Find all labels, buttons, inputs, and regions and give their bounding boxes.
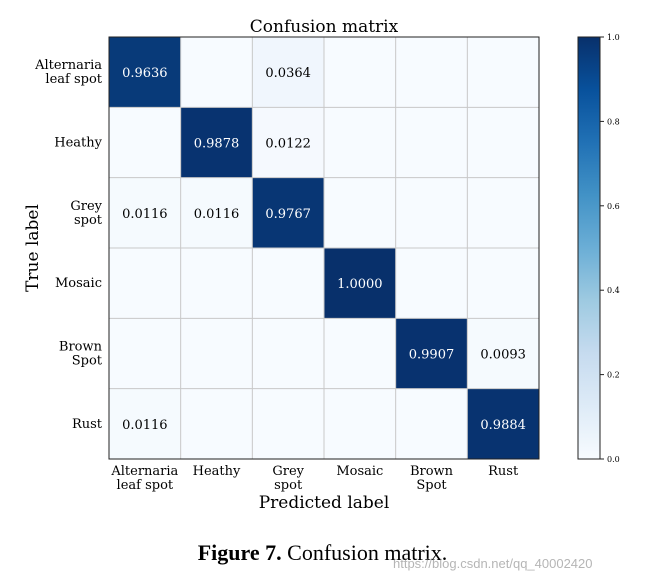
y-tick-label: Rust <box>72 417 103 432</box>
heatmap-cell <box>109 37 181 108</box>
heatmap-cell <box>109 107 181 178</box>
heatmap-cell <box>252 388 324 459</box>
watermark: https://blog.csdn.net/qq_40002420 <box>393 556 593 571</box>
heatmap-cells <box>109 37 539 459</box>
x-axis-label: Predicted label <box>259 493 390 513</box>
figure-caption: Figure 7. Confusion matrix. <box>0 540 645 566</box>
caption-text: Confusion matrix. <box>281 540 448 565</box>
colorbar-tick-label: 1.0 <box>607 33 620 42</box>
y-tick-label: spot <box>74 213 103 228</box>
heatmap-cell <box>324 37 396 108</box>
heatmap-cell <box>252 318 324 389</box>
cell-value-label: 0.0116 <box>122 418 168 433</box>
heatmap-cell <box>467 37 539 108</box>
heatmap-cell <box>467 318 539 389</box>
cell-value-label: 1.0000 <box>337 277 383 292</box>
x-tick-label: Brown <box>410 464 454 479</box>
colorbar-tick-label: 0.6 <box>607 202 620 211</box>
heatmap-cell <box>180 107 253 178</box>
heatmap-cell <box>395 177 468 248</box>
cell-value-label: 0.0364 <box>265 66 311 81</box>
colorbar <box>577 36 601 460</box>
heatmap-cell <box>395 37 468 108</box>
caption-label: Figure 7. <box>197 540 282 565</box>
heatmap-cell <box>395 318 468 389</box>
x-tick-label: spot <box>274 478 303 493</box>
chart-title: Confusion matrix <box>250 17 399 37</box>
x-tick-label: Mosaic <box>336 464 383 479</box>
heatmap-cell <box>324 388 396 459</box>
y-tick-label: Brown <box>59 340 103 355</box>
y-axis-label: True label <box>23 204 43 292</box>
heatmap-frame <box>108 36 540 460</box>
cell-value-label: 0.0116 <box>122 207 168 222</box>
heatmap-cell <box>252 177 324 248</box>
heatmap-cell <box>395 107 468 178</box>
heatmap-cell <box>395 388 468 459</box>
y-tick-label: Heathy <box>54 136 102 151</box>
x-tick-label: Spot <box>416 478 447 493</box>
colorbar-tick-label: 0.4 <box>607 286 620 295</box>
heatmap-cell <box>252 248 324 319</box>
cell-value-label: 0.9907 <box>409 348 455 363</box>
heatmap-cell <box>180 177 253 248</box>
colorbar-tick-label: 0.2 <box>607 371 620 380</box>
heatmap-cell <box>109 248 181 319</box>
cell-value-label: 0.9636 <box>122 66 168 81</box>
heatmap-cell <box>467 177 539 248</box>
x-tick-label: Heathy <box>193 464 241 479</box>
heatmap-cell <box>395 248 468 319</box>
cell-value-label: 0.0116 <box>194 207 240 222</box>
y-tick-label: Mosaic <box>55 276 102 291</box>
heatmap-cell <box>180 318 253 389</box>
heatmap-cell <box>109 388 181 459</box>
heatmap-cell <box>324 107 396 178</box>
heatmap-cell <box>180 248 253 319</box>
cell-value-label: 0.9878 <box>194 137 240 152</box>
heatmap-value-labels: 0.9636 0.0364 0.9878 0.0122 0.0116 0.0116 0.97… <box>122 66 526 433</box>
x-tick-label: leaf spot <box>117 478 174 493</box>
y-tick-label: Alternaria <box>34 58 102 73</box>
cell-value-label: 0.9767 <box>265 207 311 222</box>
cell-value-label: 0.0122 <box>265 137 311 152</box>
heatmap-cell <box>467 388 539 459</box>
heatmap-gridlines <box>109 37 539 459</box>
heatmap-cell <box>109 177 181 248</box>
heatmap-cell <box>109 318 181 389</box>
heatmap-cell <box>467 248 539 319</box>
y-tick-label: leaf spot <box>45 72 102 87</box>
heatmap-cell <box>324 248 396 319</box>
colorbar-tick-label: 0.0 <box>607 455 620 464</box>
x-tick-label: Alternaria <box>110 464 178 479</box>
y-tick-label: Spot <box>72 354 103 369</box>
heatmap-cell <box>252 37 324 108</box>
heatmap-cell <box>324 318 396 389</box>
x-tick-label: Rust <box>488 464 519 479</box>
heatmap-cell <box>180 37 253 108</box>
colorbar-ticks: 0.0 0.2 0.4 0.6 0.8 1.0 <box>600 33 620 464</box>
heatmap-cell <box>324 177 396 248</box>
y-tick-label: Grey <box>70 199 102 214</box>
x-tick-label: Grey <box>272 464 304 479</box>
cell-value-label: 0.9884 <box>480 418 526 433</box>
cell-value-label: 0.0093 <box>480 348 526 363</box>
heatmap-cell <box>252 107 324 178</box>
heatmap-cell <box>467 107 539 178</box>
colorbar-tick-label: 0.8 <box>607 117 620 126</box>
heatmap-cell <box>180 388 253 459</box>
